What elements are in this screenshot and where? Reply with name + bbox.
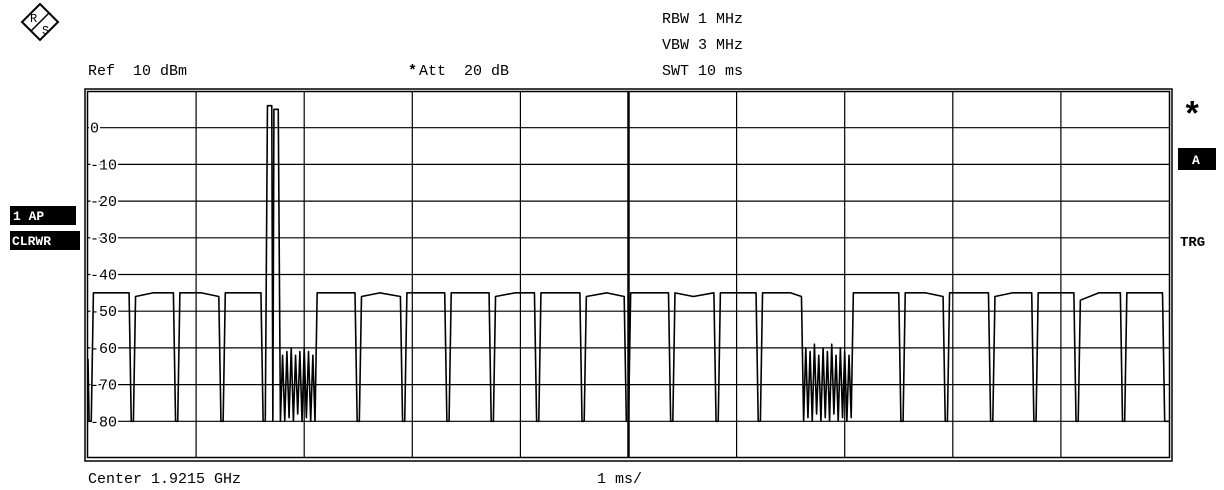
- window-badge: [1178, 148, 1216, 170]
- y-ticks: 0 -10 -20 -30 -40 -50 -60 -70 -80: [88, 119, 119, 434]
- frame-outer: [84, 88, 1173, 462]
- trace-label: 1 AP: [13, 209, 44, 224]
- swt: SWT 10 ms: [662, 63, 743, 80]
- logo-slash: [30, 12, 50, 32]
- y-tick-label: -60: [90, 341, 117, 358]
- y-tick-label: -40: [90, 268, 117, 285]
- y-tick-label: -80: [90, 414, 117, 431]
- mode-badge: [10, 231, 80, 250]
- rbw: RBW 1 MHz: [662, 11, 743, 28]
- logo-r: R: [30, 12, 37, 26]
- vbw: VBW 3 MHz: [662, 37, 743, 54]
- trace-line: [87, 104, 1169, 423]
- ref-level: Ref 10 dBm: [88, 63, 187, 80]
- center-frequency: Center 1.9215 GHz: [88, 471, 241, 488]
- y-tick-label: 0: [90, 121, 99, 138]
- window-label: A: [1192, 153, 1200, 168]
- marker-flag: *: [1182, 99, 1202, 137]
- y-tick-label: -30: [90, 231, 117, 248]
- y-tick-label: -50: [90, 304, 117, 321]
- time-per-division: 1 ms/: [597, 471, 642, 488]
- y-tick-label: -10: [90, 157, 117, 174]
- logo: R S: [20, 2, 60, 42]
- logo-s: S: [42, 24, 49, 38]
- y-tick-label: -70: [90, 378, 117, 395]
- trace-badge: [10, 206, 76, 225]
- trigger-label: TRG: [1180, 235, 1205, 251]
- attenuation: Att 20 dB: [419, 63, 509, 80]
- logo-diamond: [20, 2, 60, 42]
- mode-label: CLRWR: [12, 234, 51, 249]
- y-tick-label: -20: [90, 194, 117, 211]
- trace-area: [87, 104, 1169, 423]
- att-flag: *: [408, 63, 417, 80]
